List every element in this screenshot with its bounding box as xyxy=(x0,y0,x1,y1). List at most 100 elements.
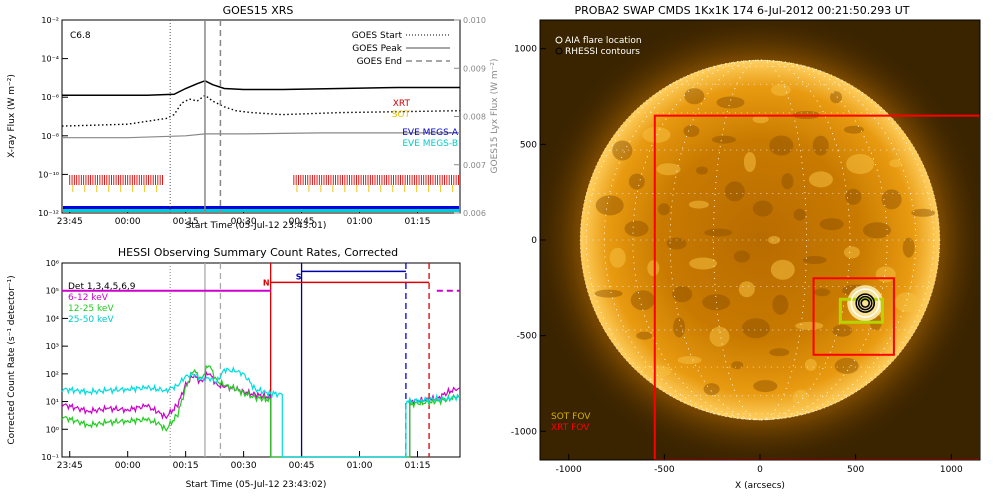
solar-feature xyxy=(895,292,919,312)
solar-feature xyxy=(712,136,736,144)
legend-aia: AIA flare location xyxy=(565,36,642,46)
hessi-x-tick-label: 00:45 xyxy=(289,461,315,471)
hessi-y-tick-label: 10³ xyxy=(46,342,59,351)
hessi-series-line xyxy=(62,373,460,458)
solar-feature xyxy=(689,201,709,209)
solar-feature xyxy=(658,203,670,215)
swap-x-tick-label: -1000 xyxy=(556,465,582,475)
solar-feature xyxy=(835,358,859,374)
hessi-y-tick-label: 10² xyxy=(46,370,59,379)
solar-feature xyxy=(830,91,842,103)
solar-feature xyxy=(673,317,685,337)
hessi-x-tick-label: 00:30 xyxy=(231,461,257,471)
solar-feature xyxy=(734,251,750,263)
hessi-y-tick-label: 10⁵ xyxy=(46,287,59,296)
swap-y-tick-label: 1000 xyxy=(514,45,537,55)
solar-feature xyxy=(742,318,770,338)
goes-y-tick-label: 10⁻¹² xyxy=(38,209,59,218)
hessi-y-tick-label: 10⁴ xyxy=(46,314,59,323)
solar-feature xyxy=(805,359,817,371)
hessi-y-tick-label: 10⁶ xyxy=(46,259,59,268)
solar-feature xyxy=(612,141,632,161)
goes-event-lines xyxy=(170,20,220,213)
goes-y-tick-label: 10⁻⁸ xyxy=(41,132,59,141)
swap-panel: PROBA2 SWAP CMDS 1Kx1K 174 6-Jul-2012 00… xyxy=(511,4,990,491)
label-eve-megs-a: EVE MEGS-A xyxy=(402,128,459,138)
hessi-legend: Det 1,3,4,5,6,9 6-12 keV 12-25 keV 25-50… xyxy=(68,282,136,325)
solar-disk xyxy=(580,60,940,420)
solar-feature xyxy=(647,260,659,276)
solar-feature xyxy=(683,125,699,137)
solar-feature xyxy=(753,380,777,392)
goes-y-axis: 10⁻¹²10⁻¹⁰10⁻⁸10⁻⁶10⁻⁴10⁻² xyxy=(38,16,68,218)
solar-feature xyxy=(595,290,623,298)
swap-legend: AIA flare location RHESSI contours xyxy=(556,36,642,57)
solar-feature xyxy=(903,238,915,258)
solar-feature xyxy=(844,246,860,258)
goes-y2-tick-label: 0.009 xyxy=(463,64,486,73)
legend-rhessi: RHESSI contours xyxy=(565,47,640,57)
goes-panel: GOES15 XRS C6.8 23:4500:0000:1500:3000:4… xyxy=(7,4,500,231)
hessi-y-tick-label: 10⁰ xyxy=(46,425,59,434)
solar-feature xyxy=(689,258,717,270)
goes-y-label: X-ray Flux (W m⁻²) xyxy=(7,74,17,158)
solar-feature xyxy=(795,322,823,330)
swap-title: PROBA2 SWAP CMDS 1Kx1K 174 6-Jul-2012 00… xyxy=(575,4,910,17)
swap-y-tick-label: -500 xyxy=(517,332,538,342)
hessi-y-tick-label: 10¹ xyxy=(46,398,59,407)
marker-s: S xyxy=(296,272,302,281)
hessi-x-tick-label: 01:00 xyxy=(347,461,373,471)
swap-y-tick-label: 0 xyxy=(531,236,537,246)
goes-observation-bands xyxy=(63,175,459,212)
hessi-title: HESSI Observing Summary Count Rates, Cor… xyxy=(118,246,398,259)
goes-long-series-line xyxy=(62,81,460,96)
goes-right-y-label: GOES15 Lyx Flux (W m⁻²) xyxy=(490,59,500,174)
goes-instrument-labels: XRT SOT EVE MEGS-A EVE MEGS-B xyxy=(392,99,459,149)
solar-feature xyxy=(625,221,649,237)
solar-feature xyxy=(846,154,874,174)
goes-y-tick-label: 10⁻⁴ xyxy=(41,55,59,64)
hessi-x-label: Start Time (05-Jul-12 23:43:02) xyxy=(186,480,327,490)
goes-title: GOES15 XRS xyxy=(223,4,294,17)
solar-feature xyxy=(769,136,793,156)
solar-feature xyxy=(744,152,756,172)
legend-detectors: Det 1,3,4,5,6,9 xyxy=(68,282,136,292)
eve-megs-b-bar xyxy=(63,209,459,212)
solar-feature xyxy=(704,229,732,237)
hessi-x-tick-label: 01:15 xyxy=(405,461,431,471)
goes-y2-tick-label: 0.006 xyxy=(463,209,486,218)
solar-feature xyxy=(844,126,864,134)
label-xrt-fov: XRT FOV xyxy=(551,423,590,433)
swap-y-tick-label: -1000 xyxy=(511,427,537,437)
goes-y2-tick-label: 0.008 xyxy=(463,113,486,122)
solar-feature xyxy=(794,209,806,221)
solar-feature xyxy=(889,159,901,167)
solar-feature xyxy=(596,195,624,215)
label-xrt: XRT xyxy=(393,99,411,109)
label-sot: SOT xyxy=(392,110,411,120)
solar-feature xyxy=(809,171,833,187)
solar-feature xyxy=(882,189,902,209)
marker-n: N xyxy=(263,278,270,287)
solar-feature xyxy=(636,332,652,340)
goes-y-tick-label: 10⁻² xyxy=(41,16,59,25)
solar-feature xyxy=(631,290,655,310)
goes-x-tick-label: 23:45 xyxy=(57,217,83,227)
hessi-y-tick-label: 10⁻¹ xyxy=(41,453,59,462)
swap-x-tick-label: 500 xyxy=(847,465,864,475)
swap-x-tick-label: -500 xyxy=(654,465,675,475)
legend-goes-peak: GOES Peak xyxy=(352,44,402,54)
goes-legend: GOES Start GOES Peak GOES End xyxy=(352,31,450,67)
solar-feature xyxy=(876,266,896,282)
swap-y-tick-label: 500 xyxy=(520,140,537,150)
hessi-x-tick-label: 00:00 xyxy=(115,461,141,471)
solar-feature xyxy=(704,383,720,395)
goes-class-label: C6.8 xyxy=(70,31,91,41)
solar-feature xyxy=(657,163,681,175)
solar-feature xyxy=(739,281,755,297)
goes-x-tick-label: 01:15 xyxy=(405,217,431,227)
solar-feature xyxy=(725,181,745,201)
hessi-panel: HESSI Observing Summary Count Rates, Cor… xyxy=(7,246,460,490)
solar-feature xyxy=(753,201,773,217)
